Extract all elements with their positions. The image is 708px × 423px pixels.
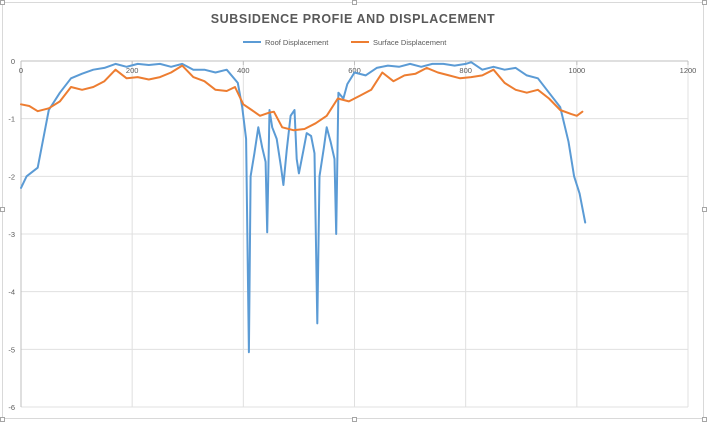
resize-handle-bottom-right[interactable] [702,417,707,422]
resize-handle-bottom-left[interactable] [0,417,5,422]
chart-series [20,61,587,354]
chart-grid [21,61,689,408]
legend-label-roof-displacement: Roof Displacement [265,38,329,47]
x-tick-label: 1000 [568,66,585,75]
x-tick-label: 400 [237,66,250,75]
x-tick-label: 1200 [680,66,697,75]
resize-handle-top-center[interactable] [352,0,357,5]
chart-title: SUBSIDENCE PROFIE AND DISPLACEMENT [211,12,496,26]
y-tick-label: -2 [8,172,15,181]
roof-displacement-series-line [20,61,587,354]
y-tick-label: -1 [8,115,15,124]
legend-label-surface-displacement: Surface Displacement [373,38,447,47]
y-tick-label: -3 [8,230,15,239]
x-tick-label: 200 [126,66,139,75]
y-tick-label: -4 [8,288,15,297]
resize-handle-top-left[interactable] [0,0,5,5]
y-tick-label: 0 [11,57,15,66]
resize-handle-middle-right[interactable] [702,207,707,212]
resize-handle-top-right[interactable] [702,0,707,5]
chart-legend: Roof Displacement Surface Displacement [243,38,447,47]
x-tick-label: 0 [19,66,23,75]
x-tick-label: 600 [348,66,361,75]
resize-handle-bottom-center[interactable] [352,417,357,422]
chart-axes: 0 200 400 600 800 1000 1200 0 -1 -2 -3 -4 -5 -6 [8,57,696,412]
surface-displacement-series-line [20,64,584,132]
resize-handle-middle-left[interactable] [0,207,5,212]
y-tick-label: -6 [8,403,15,412]
y-tick-label: -5 [8,345,15,354]
x-tick-label: 800 [459,66,472,75]
